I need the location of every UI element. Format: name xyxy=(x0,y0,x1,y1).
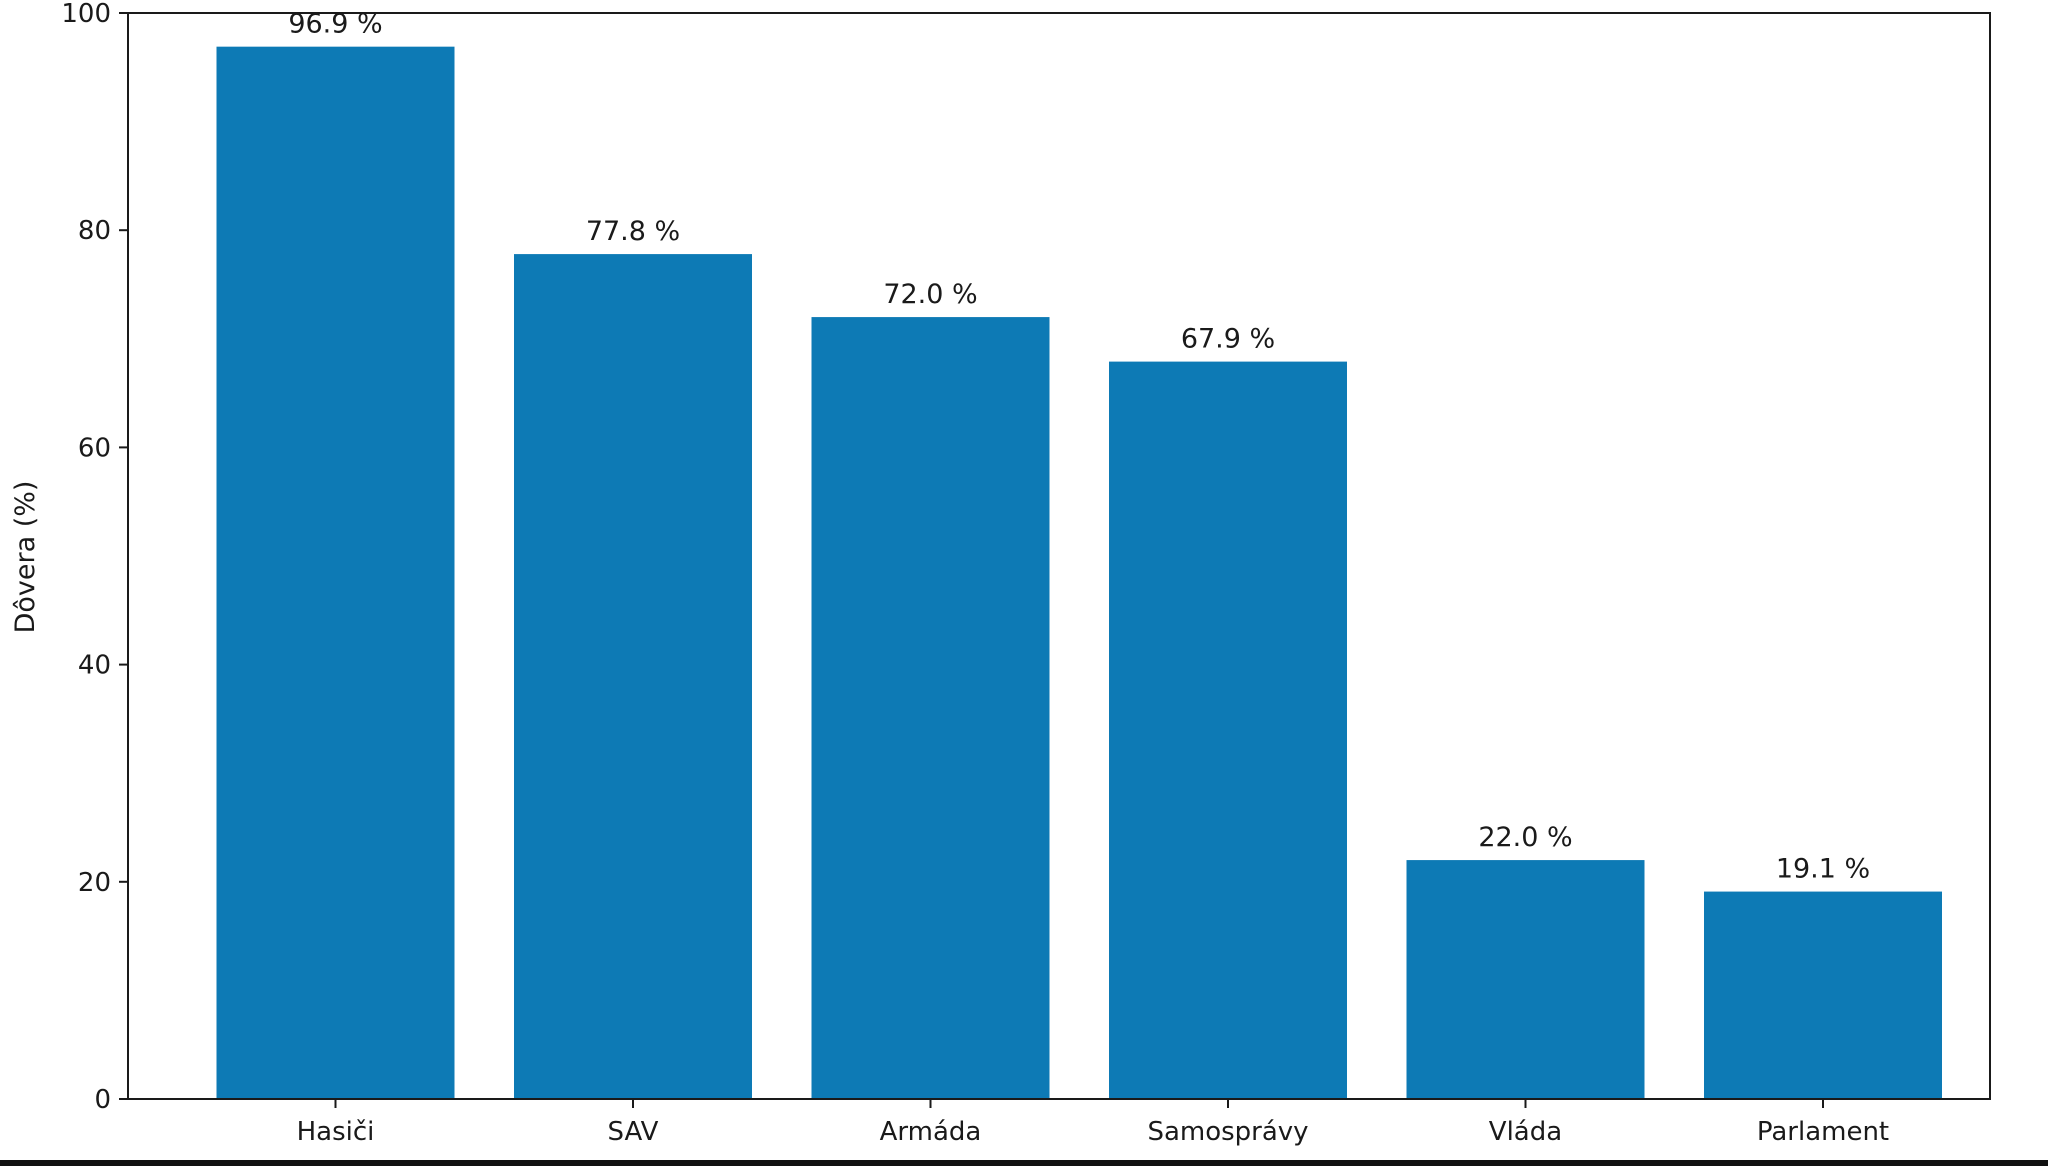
y-tick-label-100: 100 xyxy=(61,0,111,29)
y-tick-label-0: 0 xyxy=(94,1085,111,1115)
data-label-vláda: 22.0 % xyxy=(1478,822,1572,853)
bar-sav xyxy=(514,254,752,1100)
bar-parlament xyxy=(1704,891,1942,1099)
x-tick-label-samosprávy: Samosprávy xyxy=(1147,1117,1308,1147)
data-labels-layer: 96.9 %77.8 %72.0 %67.9 %22.0 %19.1 % xyxy=(288,9,1870,885)
bottom-border xyxy=(0,1160,2048,1166)
data-label-parlament: 19.1 % xyxy=(1776,854,1870,885)
x-tick-label-armáda: Armáda xyxy=(880,1117,982,1147)
axes-layer xyxy=(127,12,1991,1100)
y-axis-title: Dôvera (%) xyxy=(10,481,41,634)
y-tick-label-40: 40 xyxy=(78,651,111,681)
data-label-sav: 77.8 % xyxy=(586,216,680,247)
data-label-samosprávy: 67.9 % xyxy=(1181,324,1275,355)
bar-samosprávy xyxy=(1109,361,1347,1100)
bar-armáda xyxy=(811,317,1050,1100)
y-tick-label-80: 80 xyxy=(78,216,111,246)
ticks-layer: Hasiči SAV Armáda Samosprávy Vláda Parlament 0… xyxy=(61,0,1889,1147)
y-tick-label-20: 20 xyxy=(78,868,111,898)
x-tick-label-parlament: Parlament xyxy=(1757,1117,1889,1147)
x-tick-label-sav: SAV xyxy=(608,1117,659,1147)
y-tick-label-60: 60 xyxy=(78,433,111,463)
data-label-armáda: 72.0 % xyxy=(883,279,977,310)
bars-layer xyxy=(216,46,1942,1100)
bar-hasiči xyxy=(216,46,455,1099)
bar-vláda xyxy=(1406,860,1645,1099)
x-tick-label-hasiči: Hasiči xyxy=(297,1117,375,1147)
x-tick-label-vláda: Vláda xyxy=(1489,1117,1562,1147)
plot-frame xyxy=(127,12,1991,1100)
